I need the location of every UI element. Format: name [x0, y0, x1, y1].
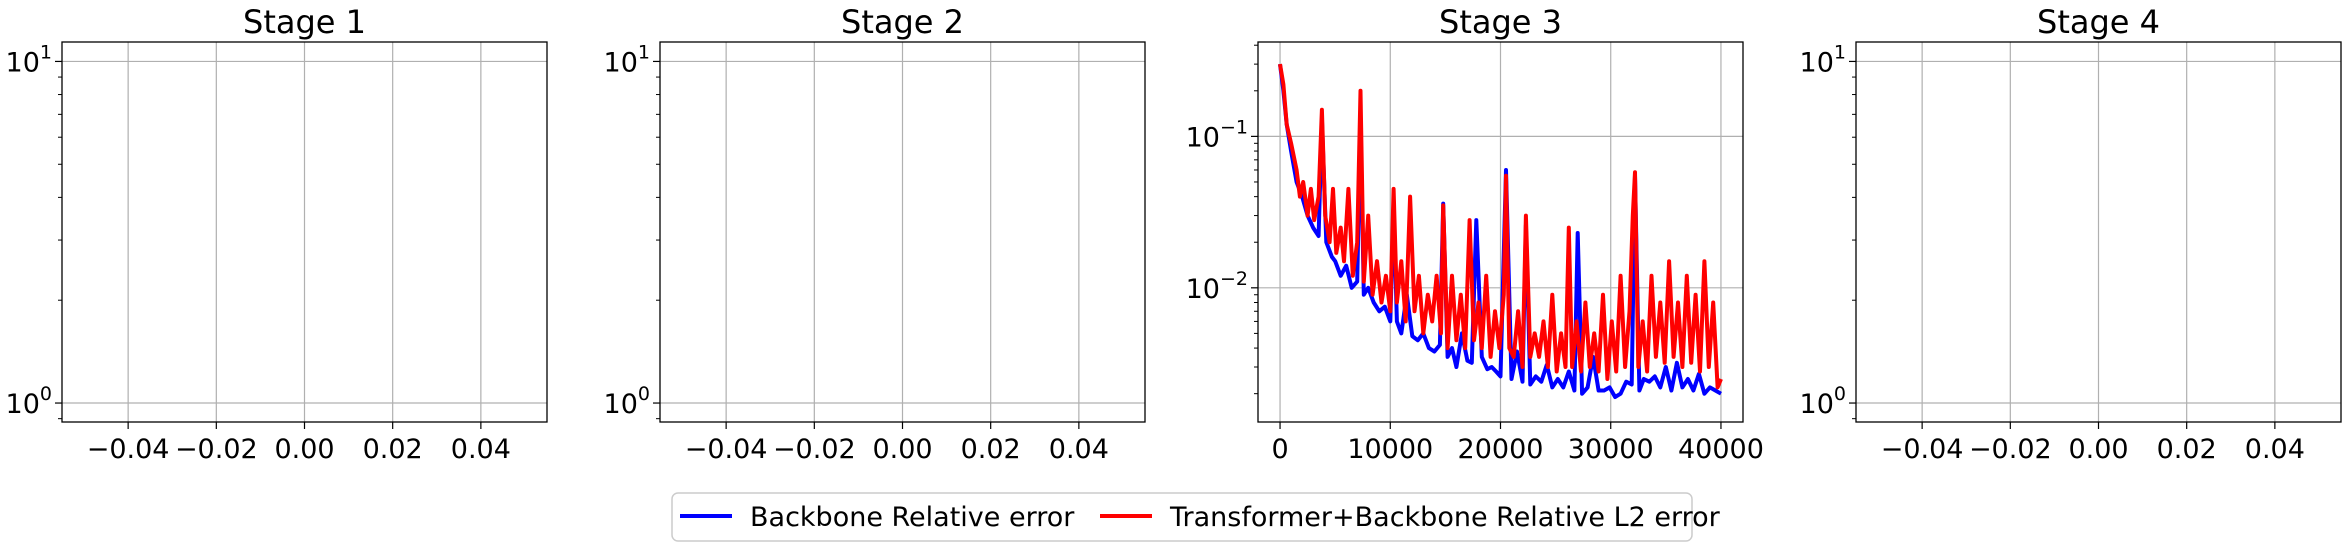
x-tick-label: −0.04: [685, 434, 768, 465]
x-tick-label: 0.00: [872, 434, 932, 465]
y-tick-base: 10: [604, 389, 638, 420]
legend-label-backbone: Backbone Relative error: [750, 502, 1075, 533]
x-tick-label: 30000: [1568, 434, 1654, 465]
x-tick-label: −0.02: [175, 434, 258, 465]
y-tick-label: 100: [604, 383, 650, 420]
y-tick-exponent: 1: [1834, 41, 1846, 63]
y-tick-base: 10: [1186, 122, 1220, 153]
x-tick-label: 0.00: [2068, 434, 2128, 465]
x-tick-label: 40000: [1678, 434, 1764, 465]
y-tick-base: 10: [6, 389, 40, 420]
subplot-title: Stage 2: [841, 3, 964, 41]
y-tick-base: 10: [604, 47, 638, 78]
y-tick-label: 100: [6, 383, 52, 420]
y-tick-base: 10: [1800, 47, 1834, 78]
x-tick-label: −0.02: [773, 434, 856, 465]
y-tick-exponent: 1: [40, 41, 52, 63]
y-tick-exponent: −2: [1220, 268, 1248, 290]
x-tick-label: 0.04: [1049, 434, 1109, 465]
y-tick-label: 101: [604, 41, 650, 78]
y-tick-base: 10: [1186, 274, 1220, 305]
y-tick-exponent: 0: [638, 383, 650, 405]
x-tick-label: 0.02: [961, 434, 1021, 465]
x-tick-label: −0.04: [1881, 434, 1964, 465]
x-tick-label: 0.02: [2157, 434, 2217, 465]
legend: Backbone Relative error Transformer+Back…: [672, 493, 1721, 541]
x-tick-label: 20000: [1458, 434, 1544, 465]
x-tick-label: 10000: [1347, 434, 1433, 465]
x-tick-label: −0.04: [87, 434, 170, 465]
x-tick-label: 0.04: [2245, 434, 2305, 465]
y-tick-base: 10: [1800, 389, 1834, 420]
y-tick-exponent: 0: [40, 383, 52, 405]
y-tick-label: 101: [6, 41, 52, 78]
x-tick-label: 0: [1271, 434, 1288, 465]
x-tick-label: 0.02: [363, 434, 423, 465]
y-tick-base: 10: [6, 47, 40, 78]
subplot-title: Stage 4: [2037, 3, 2160, 41]
x-tick-label: 0.00: [274, 434, 334, 465]
y-tick-label: 10−2: [1186, 268, 1248, 305]
subplot-panels: Stage 1−0.04 −0.02 0.00 0.02 0.04100101Stage…: [6, 3, 2341, 465]
y-tick-label: 101: [1800, 41, 1846, 78]
y-tick-label: 100: [1800, 383, 1846, 420]
x-tick-label: 0.04: [451, 434, 511, 465]
legend-label-transformer: Transformer+Backbone Relative L2 error: [1169, 502, 1721, 533]
y-tick-label: 10−1: [1186, 116, 1248, 153]
subplot-title: Stage 1: [243, 3, 366, 41]
x-tick-label: −0.02: [1969, 434, 2052, 465]
y-tick-exponent: 0: [1834, 383, 1846, 405]
y-tick-exponent: 1: [638, 41, 650, 63]
subplot-title: Stage 3: [1439, 3, 1562, 41]
y-tick-exponent: −1: [1220, 116, 1248, 138]
